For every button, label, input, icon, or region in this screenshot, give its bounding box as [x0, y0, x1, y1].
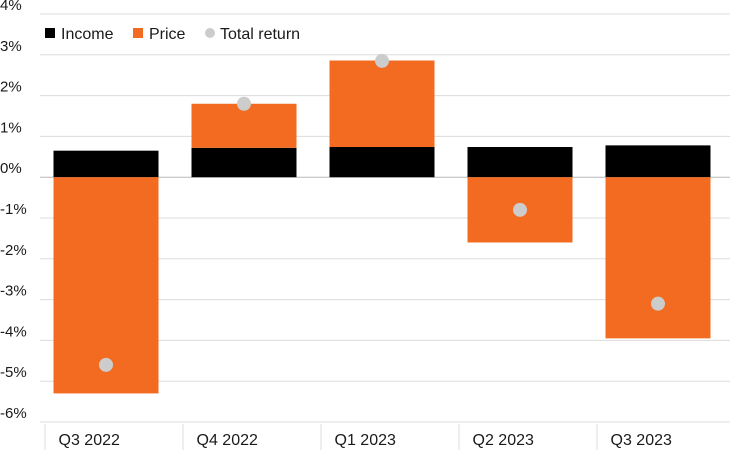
y-tick-label: 2%: [0, 79, 22, 96]
x-category-label: Q3 2023: [611, 432, 672, 449]
x-category-label: Q1 2023: [335, 432, 396, 449]
income-bar: [467, 147, 573, 178]
y-tick-label: -5%: [0, 364, 27, 381]
total-return-marker: [651, 296, 665, 311]
y-tick-label: -6%: [0, 405, 27, 422]
y-tick-label: -3%: [0, 283, 27, 300]
total-return-marker: [237, 96, 251, 111]
price-bar: [329, 60, 435, 148]
total-return-marker: [99, 357, 113, 372]
bars: [53, 60, 711, 394]
y-tick-label: -2%: [0, 242, 27, 259]
total-return-marker: [513, 202, 527, 217]
legend-label-price: Price: [149, 26, 186, 43]
legend: Income Price Total return: [45, 26, 300, 43]
legend-swatch-income: [45, 28, 55, 38]
income-bar: [53, 150, 159, 178]
price-bar: [191, 103, 297, 148]
y-tick-label: -4%: [0, 323, 27, 340]
y-axis-labels: 4% 3% 2% 1% 0% -1% -2% -3% -4% -5% -6%: [0, 0, 27, 422]
y-tick-label: -1%: [0, 201, 27, 218]
income-bar: [329, 147, 435, 178]
total-return-marker: [375, 53, 389, 68]
x-category-label: Q4 2022: [197, 432, 258, 449]
y-tick-label: 3%: [0, 38, 22, 55]
legend-label-income: Income: [61, 26, 114, 43]
x-axis: Q3 2022 Q4 2022 Q1 2023 Q2 2023 Q3 2023: [44, 424, 672, 450]
legend-label-total-return: Total return: [220, 26, 300, 43]
x-category-label: Q2 2023: [473, 432, 534, 449]
y-tick-label: 4%: [0, 0, 22, 14]
income-bar: [191, 147, 297, 178]
legend-swatch-price: [133, 28, 143, 38]
legend-swatch-total-return: [205, 28, 215, 38]
total-return-markers: [99, 53, 665, 372]
income-bar: [605, 145, 711, 178]
x-category-label: Q3 2022: [59, 432, 120, 449]
y-tick-label: 0%: [0, 160, 22, 177]
y-tick-label: 1%: [0, 119, 22, 136]
price-bar: [53, 177, 159, 394]
price-bar: [605, 177, 711, 339]
